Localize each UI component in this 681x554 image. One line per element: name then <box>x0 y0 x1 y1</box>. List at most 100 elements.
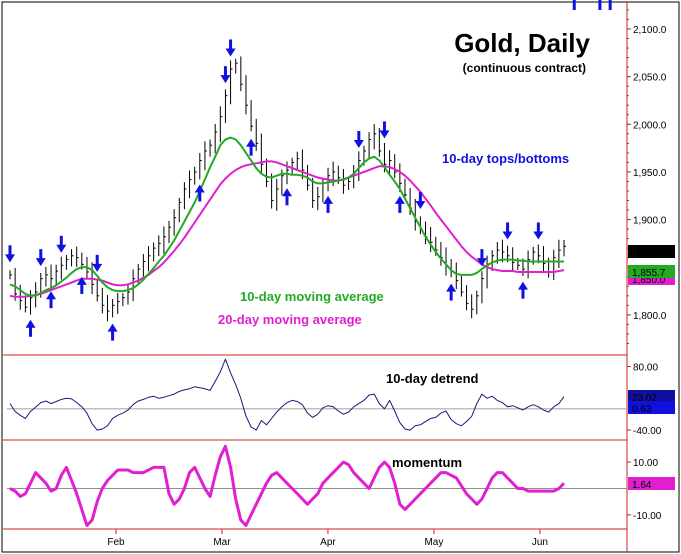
price-bar <box>153 242 156 262</box>
price-bar <box>168 220 172 244</box>
price-bar <box>71 248 74 267</box>
price-bar <box>214 123 218 154</box>
price-bar <box>430 227 433 253</box>
price-bar <box>537 244 541 264</box>
price-bar <box>471 294 474 319</box>
price-bar <box>399 163 402 192</box>
price-bar <box>173 209 177 236</box>
price-bar <box>317 186 320 211</box>
price-bar <box>14 267 18 301</box>
price-bar <box>158 235 161 257</box>
top-arrow <box>5 245 15 263</box>
bottom-arrow <box>517 281 528 299</box>
last-price-label-text: 1,875.5 <box>632 248 666 259</box>
price-bar <box>501 239 505 263</box>
ma20-line <box>9 160 565 298</box>
price-tick-label: 2,050.0 <box>633 73 667 84</box>
price-bar <box>322 177 325 203</box>
price-bar <box>112 299 115 318</box>
x-tick-label: Mar <box>213 537 231 548</box>
detrend-last-b-text: 0.63 <box>632 404 652 415</box>
detrend-last-b: 0.63 <box>628 401 675 415</box>
price-bar <box>260 133 264 175</box>
price-bar <box>30 290 33 315</box>
momentum-tick-label: 10.00 <box>633 458 658 469</box>
price-bar <box>486 255 490 289</box>
bottom-arrow <box>246 138 257 156</box>
bottom-arrow <box>394 195 405 213</box>
price-bar <box>55 264 59 285</box>
price-bar <box>558 239 561 268</box>
bottom-arrow <box>46 291 57 309</box>
price-tick-label: 1,900.0 <box>633 216 667 227</box>
price-bar <box>106 295 110 322</box>
last-ma10-label: 1,855.7 <box>628 265 675 279</box>
price-bar <box>265 158 269 188</box>
price-bar <box>148 246 151 272</box>
price-bar <box>389 150 392 175</box>
price-bar <box>127 285 130 305</box>
price-bar <box>235 58 238 74</box>
price-bar <box>542 246 546 274</box>
price-bar <box>460 275 464 297</box>
price-bar <box>353 165 356 189</box>
price-bar <box>9 270 12 280</box>
price-bar <box>450 259 454 278</box>
price-bar <box>276 178 279 211</box>
bottom-arrow <box>107 323 118 341</box>
top-arrow <box>608 0 612 10</box>
price-bar <box>296 151 300 170</box>
top-arrow <box>56 235 67 253</box>
bottom-arrow <box>572 0 576 10</box>
top-arrow <box>502 222 513 240</box>
top-arrow <box>533 222 544 240</box>
last-ma10-label-text: 1,855.7 <box>632 268 666 279</box>
price-bar <box>163 226 166 254</box>
x-tick-label: Feb <box>107 537 125 548</box>
momentum-label: momentum <box>392 455 462 470</box>
bottom-arrow <box>282 188 292 206</box>
price-bar <box>250 100 254 132</box>
last-ma20-label-text: 1,850.0 <box>632 275 666 286</box>
top-arrow <box>35 249 46 267</box>
price-bar <box>142 254 146 277</box>
bottom-arrow <box>25 319 36 337</box>
top-arrow <box>92 254 103 272</box>
price-bar <box>117 292 120 314</box>
price-bar <box>378 128 382 157</box>
price-bar <box>291 157 295 175</box>
momentum-last-label-text: 1.64 <box>632 480 652 491</box>
price-bar <box>132 269 136 302</box>
price-bar <box>445 247 449 276</box>
price-bar <box>45 266 48 287</box>
price-bar <box>96 278 100 302</box>
price-bar <box>440 242 443 266</box>
price-bar <box>373 124 377 150</box>
x-tick-label: Jun <box>532 537 548 548</box>
price-bar <box>60 256 64 280</box>
price-bar <box>122 293 125 307</box>
price-bar <box>178 197 182 223</box>
price-bar <box>209 139 213 157</box>
detrend-last-a: 23.02 <box>628 390 675 404</box>
detrend-label: 10-day detrend <box>386 371 479 386</box>
bottom-arrow <box>598 0 602 10</box>
price-bar <box>194 166 197 185</box>
bottom-arrow <box>446 283 457 301</box>
bottom-arrow <box>76 276 87 294</box>
price-bar <box>240 56 243 92</box>
price-bar <box>404 178 407 200</box>
price-bar <box>563 239 566 257</box>
price-bar <box>342 169 346 194</box>
price-tick-label: 2,100.0 <box>633 25 667 36</box>
price-bar <box>183 182 187 210</box>
chart-subtitle: (continuous contract) <box>463 61 586 75</box>
price-bar <box>24 295 28 313</box>
momentum-last-label: 1.64 <box>628 477 675 491</box>
bottom-arrow <box>194 184 205 202</box>
price-bar <box>358 151 361 182</box>
price-bar <box>199 153 202 180</box>
annotation-ma10: 10-day moving average <box>240 289 384 304</box>
price-bar <box>50 264 54 289</box>
